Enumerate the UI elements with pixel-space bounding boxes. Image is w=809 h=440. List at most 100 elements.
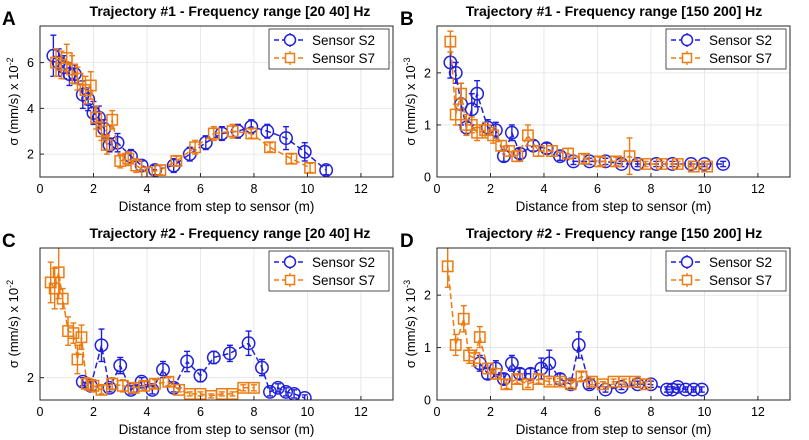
x-tick-label: 4: [540, 182, 547, 196]
data-point: [449, 339, 462, 351]
x-tick-label: 10: [697, 405, 711, 419]
legend-label: Sensor S2: [312, 255, 375, 270]
axes-frame: [436, 247, 791, 401]
y-axis-label-exponent: -2: [5, 57, 15, 65]
legend-marker: [284, 274, 296, 286]
data-point: [114, 155, 127, 167]
series-s2: [472, 331, 709, 397]
axes-frame: [436, 25, 791, 178]
legend-marker: [681, 274, 693, 286]
data-point: [279, 131, 293, 146]
y-axis-label-text: σ (mm/s) x 10: [6, 288, 21, 368]
data-point: [56, 292, 69, 305]
x-tick-label: 8: [647, 182, 654, 196]
data-point: [562, 147, 574, 160]
data-point: [90, 111, 103, 124]
y-axis-label-text: σ (mm/s) x 10: [6, 65, 21, 145]
y-tick-label: 2: [424, 289, 431, 303]
x-tick-label: 10: [697, 182, 711, 196]
data-point: [678, 382, 693, 397]
data-layer: [44, 248, 312, 400]
data-point: [542, 356, 557, 371]
y-tick-label: 1: [424, 118, 431, 132]
y-axis-label-exponent: -3: [402, 280, 412, 288]
x-axis-label: Distance from step to sensor (m): [119, 422, 315, 437]
legend-marker: [283, 255, 297, 269]
legend-label: Sensor S7: [709, 51, 772, 66]
legend-label: Sensor S2: [709, 255, 772, 270]
data-point: [686, 382, 701, 397]
data-point: [71, 353, 84, 366]
x-tick-label: 6: [197, 182, 204, 196]
data-point: [189, 141, 202, 154]
x-tick-label: 10: [300, 405, 314, 419]
x-tick-label: 0: [37, 182, 44, 196]
data-point: [255, 360, 269, 375]
legend: Sensor S2 Sensor S7: [665, 250, 787, 292]
data-point: [319, 163, 334, 177]
data-point: [106, 113, 119, 126]
data-layer: [441, 248, 709, 397]
data-point: [694, 382, 709, 397]
data-point: [84, 79, 97, 92]
y-tick-label: 2: [27, 371, 34, 385]
data-point: [134, 374, 149, 389]
data-point: [297, 391, 312, 400]
series-s7: [444, 30, 714, 176]
data-point: [671, 158, 684, 170]
x-tick-label: 4: [143, 182, 150, 196]
y-axis-label: σ (mm/s) x 10-2: [5, 280, 21, 368]
data-point: [660, 382, 674, 397]
y-tick-label: 0: [424, 171, 431, 185]
chart-title: Trajectory #2 - Frequency range [20 40] …: [90, 225, 371, 241]
chart-title: Trajectory #1 - Frequency range [150 200…: [466, 3, 762, 19]
x-tick-label: 6: [197, 405, 204, 419]
data-point: [532, 145, 545, 157]
data-point: [489, 367, 502, 380]
y-axis-label-exponent: -3: [402, 57, 412, 65]
data-point: [149, 377, 161, 390]
data-point: [623, 150, 636, 163]
panel-label: C: [2, 231, 16, 252]
data-point: [95, 383, 108, 396]
legend-label: Sensor S2: [312, 33, 375, 48]
y-tick-label: 6: [27, 56, 34, 70]
data-point: [75, 331, 88, 344]
series-s7: [44, 248, 260, 400]
data-point: [457, 312, 470, 325]
data-point: [52, 266, 65, 279]
panel-label: D: [400, 231, 414, 252]
legend-marker: [680, 255, 694, 269]
y-axis-label: σ (mm/s) x 10-2: [5, 57, 21, 145]
data-point: [504, 125, 519, 140]
data-point: [94, 338, 109, 353]
data-point: [154, 164, 167, 177]
data-point: [546, 145, 558, 157]
legend: Sensor S2 Sensor S7: [268, 28, 390, 70]
data-layer: [443, 30, 731, 176]
x-tick-label: 10: [300, 182, 314, 196]
data-point: [639, 378, 652, 391]
x-tick-label: 0: [37, 405, 44, 419]
data-point: [521, 129, 534, 142]
data-point: [578, 152, 591, 165]
data-point: [100, 139, 113, 151]
data-point: [448, 65, 463, 80]
x-tick-label: 0: [434, 182, 441, 196]
y-axis-label-text: σ (mm/s) x 10: [403, 288, 418, 368]
data-point: [716, 157, 731, 171]
chart-title: Trajectory #2 - Frequency range [150 200…: [466, 225, 762, 241]
data-point: [468, 352, 481, 365]
x-axis-label: Distance from step to sensor (m): [119, 199, 315, 214]
data-point: [594, 155, 607, 168]
y-tick-label: 0: [424, 394, 431, 408]
data-point: [71, 72, 84, 85]
series-s7: [441, 248, 652, 391]
legend: Sensor S2 Sensor S7: [665, 28, 787, 70]
data-point: [449, 108, 462, 121]
x-tick-label: 2: [487, 405, 494, 419]
data-point: [455, 87, 468, 100]
legend-marker: [284, 52, 296, 64]
data-point: [141, 166, 153, 177]
